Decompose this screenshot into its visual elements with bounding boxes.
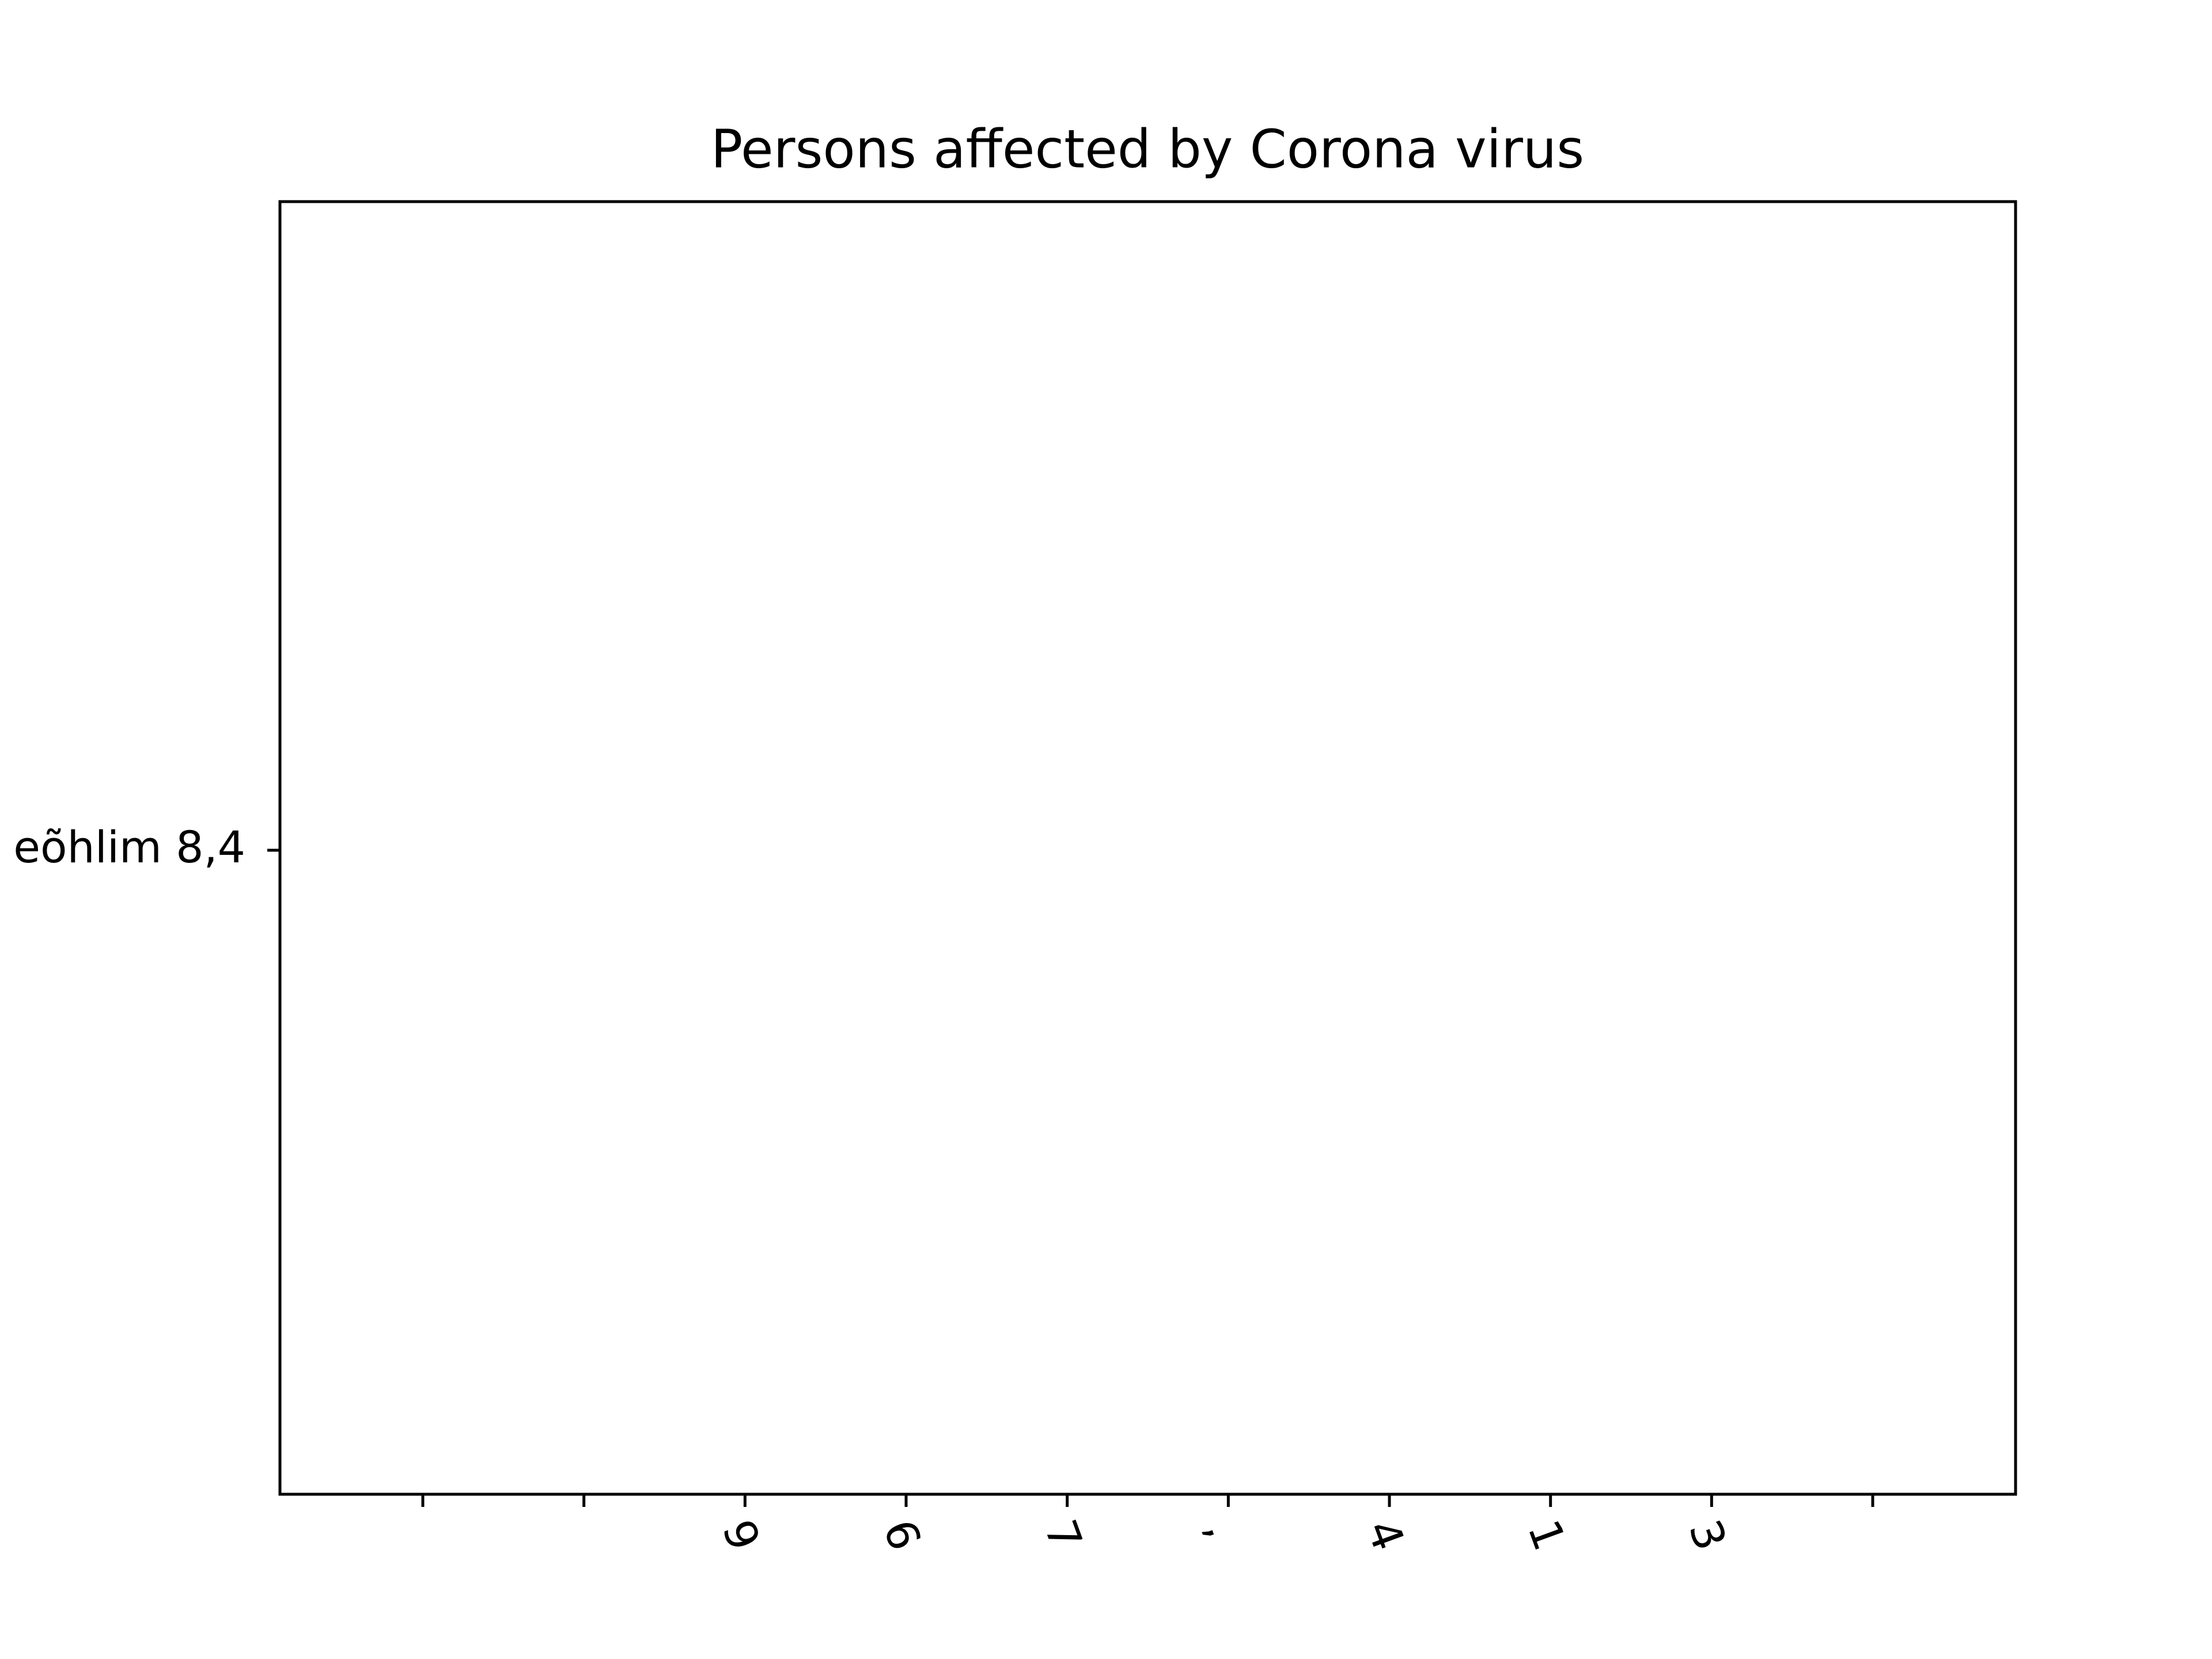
chart-title: Persons affected by Corona virus (711, 118, 1584, 180)
y-tick-label: eõhlim 8,4 (13, 821, 245, 873)
plot-frame (278, 200, 2017, 1496)
